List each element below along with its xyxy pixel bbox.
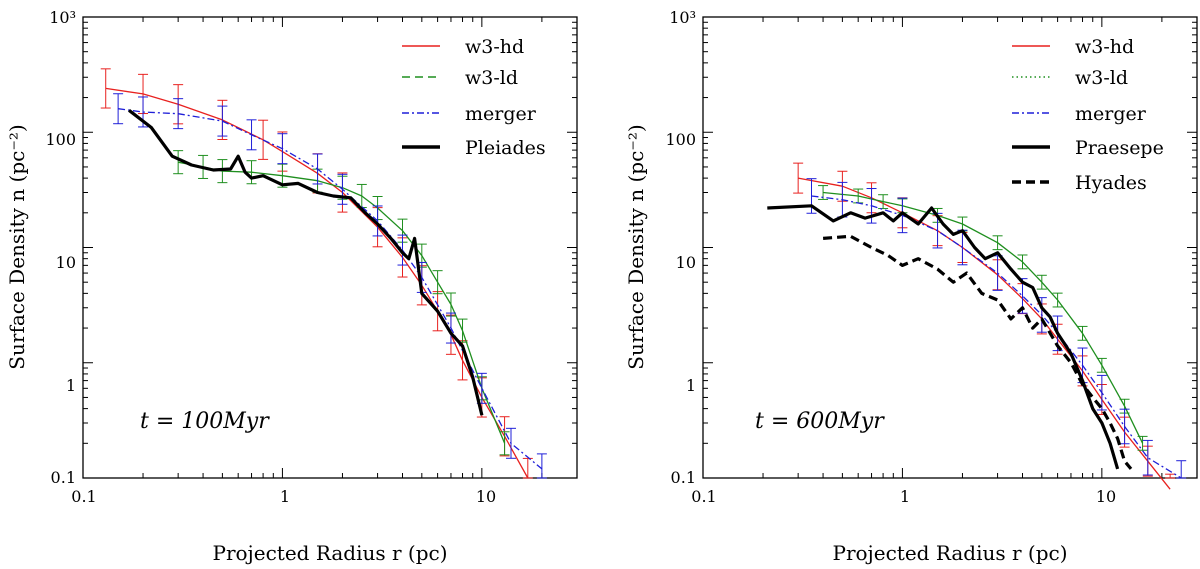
ytick-label: 10 — [56, 253, 76, 272]
series-right — [767, 162, 1187, 490]
ytick-label: 100 — [665, 130, 696, 149]
series-line-merger — [811, 195, 1182, 479]
ticks-right — [702, 17, 1198, 479]
legend-label: Pleiades — [465, 137, 546, 159]
xtick-label: 0.1 — [691, 487, 716, 506]
legend-label: Hyades — [1075, 172, 1147, 194]
y-axis-label: Surface Density n (pc⁻²) — [624, 124, 648, 369]
legend-label: w3-hd — [465, 36, 524, 58]
x-axis-label: Projected Radius r (pc) — [833, 541, 1068, 565]
ytick-label: 1 — [66, 376, 76, 395]
x-axis-label: Projected Radius r (pc) — [213, 541, 448, 565]
time-annotation: t = 600Myr — [755, 409, 885, 434]
legend-label: merger — [465, 103, 537, 125]
series-line-pleiades — [128, 109, 484, 416]
xtick-label: 0.1 — [71, 487, 96, 506]
panel-left: 10³ 100 10 1 0.1 0.1 1 10 Projected Radi… — [5, 8, 578, 565]
ytick-label: 10³ — [49, 8, 76, 27]
series-line-w3-hd — [797, 177, 1171, 490]
series-line-praesepe — [767, 204, 1120, 470]
series-line-hyades — [822, 234, 1133, 470]
y-axis-label: Surface Density n (pc⁻²) — [5, 124, 29, 369]
series-line-w3-ld — [177, 161, 506, 444]
ticks-left — [82, 17, 578, 479]
series-line-w3-ld — [823, 191, 1144, 444]
xtick-label: 1 — [280, 487, 290, 506]
legend-label: merger — [1075, 103, 1147, 125]
panel-right: 10³ 100 10 1 0.1 0.1 1 10 Projected Radi… — [624, 8, 1198, 565]
ytick-label: 100 — [45, 130, 76, 149]
ytick-label: 0.1 — [671, 468, 696, 487]
ytick-label: 1 — [686, 376, 696, 395]
ytick-label: 10³ — [669, 8, 696, 27]
legend-right: w3-hd w3-ld merger Praesepe Hyades — [1012, 36, 1164, 194]
ytick-label: 0.1 — [51, 468, 76, 487]
time-annotation: t = 100Myr — [140, 409, 270, 434]
xtick-label: 10 — [476, 487, 496, 506]
legend-label: w3-ld — [465, 67, 518, 89]
xtick-label: 1 — [900, 487, 910, 506]
series-line-merger — [118, 108, 543, 470]
ytick-label: 10 — [676, 253, 696, 272]
legend-label: w3-hd — [1075, 36, 1134, 58]
legend-label: Praesepe — [1075, 137, 1164, 159]
series-left — [100, 68, 547, 479]
legend-left: w3-hd w3-ld merger Pleiades — [402, 36, 546, 159]
xtick-label: 10 — [1096, 487, 1116, 506]
legend-label: w3-ld — [1075, 67, 1128, 89]
